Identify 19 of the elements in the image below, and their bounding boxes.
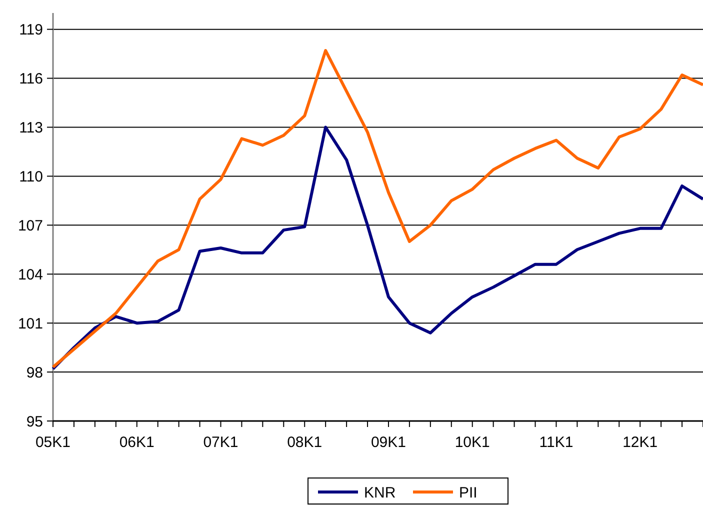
y-tick-label: 104	[18, 266, 43, 284]
y-tick-label: 107	[18, 217, 43, 234]
x-tick-label: 09K1	[370, 434, 406, 451]
y-tick-label: 101	[18, 315, 43, 332]
y-tick-label: 95	[26, 413, 43, 430]
legend-label: KNR	[364, 484, 396, 502]
x-tick-label: 06K1	[119, 434, 154, 451]
x-tick-label: 10K1	[454, 434, 490, 451]
y-tick-label: 110	[19, 168, 43, 186]
x-tick-label: 07K1	[203, 434, 238, 451]
y-tick-label: 119	[19, 22, 43, 39]
y-tick-label: 98	[26, 364, 43, 382]
x-tick-label: 08K1	[287, 434, 322, 451]
y-tick-label: 113	[19, 119, 43, 136]
y-tick-label: 116	[19, 70, 43, 88]
legend-label: PII	[459, 484, 478, 502]
x-tick-label: 12K1	[622, 434, 658, 451]
x-tick-label: 11K1	[539, 434, 574, 451]
x-tick-label: 05K1	[35, 434, 71, 451]
